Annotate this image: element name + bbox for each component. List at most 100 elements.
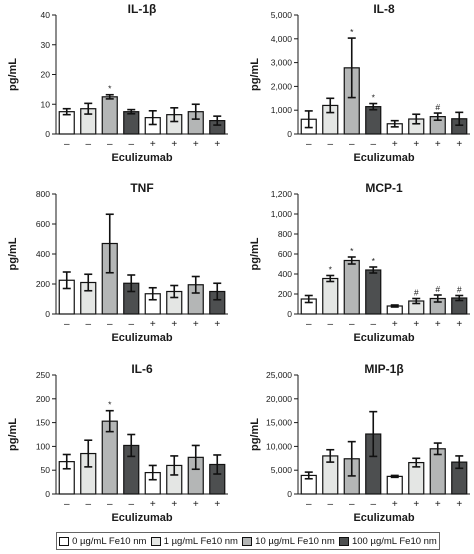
x-category-label: – <box>107 499 113 510</box>
significance-mark: # <box>435 284 440 294</box>
x-category-label: – <box>370 499 376 510</box>
x-category-label: + <box>392 319 398 330</box>
y-tick-label: 2,000 <box>271 81 293 91</box>
x-category-label: – <box>128 319 134 330</box>
y-tick-label: 1,000 <box>271 105 293 115</box>
y-tick-label: 15,000 <box>266 418 292 428</box>
chart-panel-il-6: IL-6 pg/mL 0 50 100 150 200 250 – – * – – + + + + Eculizu… <box>7 362 228 524</box>
x-axis-label: Eculizumab <box>111 152 172 164</box>
y-tick-label: 800 <box>36 189 50 199</box>
x-category-label: – <box>107 319 113 330</box>
x-category-label: – <box>64 319 70 330</box>
legend-label-3: 100 µg/mL Fe10 nm <box>351 535 437 547</box>
y-tick-label: 600 <box>278 249 292 259</box>
y-tick-label: 4,000 <box>271 34 293 44</box>
chart-title: MCP-1 <box>365 181 403 195</box>
x-axis-label: Eculizumab <box>353 332 414 344</box>
x-category-label: + <box>171 319 177 330</box>
x-category-label: + <box>413 319 419 330</box>
x-category-label: – <box>128 499 134 510</box>
y-tick-label: 200 <box>36 394 50 404</box>
x-axis-label: Eculizumab <box>111 512 172 524</box>
legend-label-1: 1 µg/mL Fe10 nm <box>163 535 238 547</box>
y-tick-label: 25,000 <box>266 370 292 380</box>
x-category-label: – <box>85 139 91 150</box>
legend-item-1: 1 µg/mL Fe10 nm <box>150 535 238 547</box>
x-category-label: + <box>193 139 199 150</box>
x-category-label: – <box>85 319 91 330</box>
significance-mark: * <box>108 84 112 94</box>
legend-swatch-1 <box>150 536 161 546</box>
chart-panel-il-1-: IL-1β pg/mL 0 10 20 30 40 – – * – – + + + + Eculizumab <box>7 2 228 164</box>
y-axis-label: pg/mL <box>7 58 19 91</box>
x-category-label: + <box>171 499 177 510</box>
y-tick-label: 10 <box>41 99 51 109</box>
y-tick-label: 600 <box>36 219 50 229</box>
x-category-label: + <box>150 499 156 510</box>
y-axis-label: pg/mL <box>7 418 19 451</box>
x-category-label: + <box>435 499 441 510</box>
legend-swatch-3 <box>338 536 349 546</box>
legend-label-0: 0 µg/mL Fe10 nm <box>72 535 147 547</box>
y-tick-label: 0 <box>45 489 50 499</box>
bar <box>365 269 382 315</box>
legend-swatch-2 <box>242 536 253 546</box>
x-category-label: + <box>456 319 462 330</box>
x-category-label: – <box>306 139 312 150</box>
significance-mark: * <box>350 27 354 37</box>
x-axis-label: Eculizumab <box>353 152 414 164</box>
x-category-label: + <box>214 139 220 150</box>
bar <box>123 111 140 135</box>
y-tick-label: 0 <box>287 129 292 139</box>
chart-panel-mip-1-: MIP-1β pg/mL 0 5,000 10,000 15,000 20,000 25,00… <box>249 362 470 524</box>
significance-mark: * <box>329 265 333 275</box>
y-tick-label: 200 <box>278 289 292 299</box>
x-category-label: – <box>306 319 312 330</box>
legend-swatch-0 <box>59 536 70 546</box>
y-tick-label: 30 <box>41 40 51 50</box>
chart-title: MIP-1β <box>364 362 403 376</box>
y-tick-label: 250 <box>36 370 50 380</box>
x-category-label: + <box>150 139 156 150</box>
y-tick-label: 150 <box>36 418 50 428</box>
x-category-label: – <box>349 499 355 510</box>
y-tick-label: 0 <box>45 129 50 139</box>
x-category-label: – <box>349 319 355 330</box>
x-category-label: + <box>456 139 462 150</box>
legend-label-2: 10 µg/mL Fe10 nm <box>255 535 335 547</box>
x-category-label: – <box>107 139 113 150</box>
x-category-label: + <box>456 499 462 510</box>
x-axis-label: Eculizumab <box>111 332 172 344</box>
x-category-label: + <box>171 139 177 150</box>
x-category-label: – <box>327 499 333 510</box>
y-tick-label: 50 <box>41 465 51 475</box>
significance-mark: * <box>372 93 376 103</box>
x-category-label: + <box>435 139 441 150</box>
chart-title: IL-6 <box>131 362 153 376</box>
x-category-label: – <box>349 139 355 150</box>
y-axis-label: pg/mL <box>249 237 261 270</box>
x-category-label: + <box>392 499 398 510</box>
chart-panel-tnf: TNF pg/mL 0 200 400 600 800 – – – – + + + + Eculizumab <box>7 181 228 344</box>
y-tick-label: 1,200 <box>271 189 293 199</box>
significance-mark: * <box>372 256 376 266</box>
y-tick-label: 20,000 <box>266 394 292 404</box>
x-category-label: – <box>64 139 70 150</box>
x-category-label: – <box>327 139 333 150</box>
bar <box>343 259 360 315</box>
y-tick-label: 10,000 <box>266 441 292 451</box>
y-tick-label: 400 <box>36 249 50 259</box>
y-tick-label: 1,000 <box>271 209 293 219</box>
legend: 0 µg/mL Fe10 nm 1 µg/mL Fe10 nm 10 µg/mL… <box>56 532 440 550</box>
legend-item-2: 10 µg/mL Fe10 nm <box>242 536 335 547</box>
x-category-label: – <box>370 319 376 330</box>
y-tick-label: 40 <box>41 10 51 20</box>
significance-mark: # <box>414 288 419 298</box>
legend-item-3: 100 µg/mL Fe10 nm <box>338 535 437 547</box>
chart-panel-mcp-1: MCP-1 pg/mL 0 200 400 600 800 1,000 1,200 – * – * – * –… <box>249 181 470 344</box>
y-tick-label: 5,000 <box>271 10 293 20</box>
bar <box>101 96 118 135</box>
y-tick-label: 20 <box>41 70 51 80</box>
bar <box>429 448 446 495</box>
x-category-label: + <box>413 139 419 150</box>
